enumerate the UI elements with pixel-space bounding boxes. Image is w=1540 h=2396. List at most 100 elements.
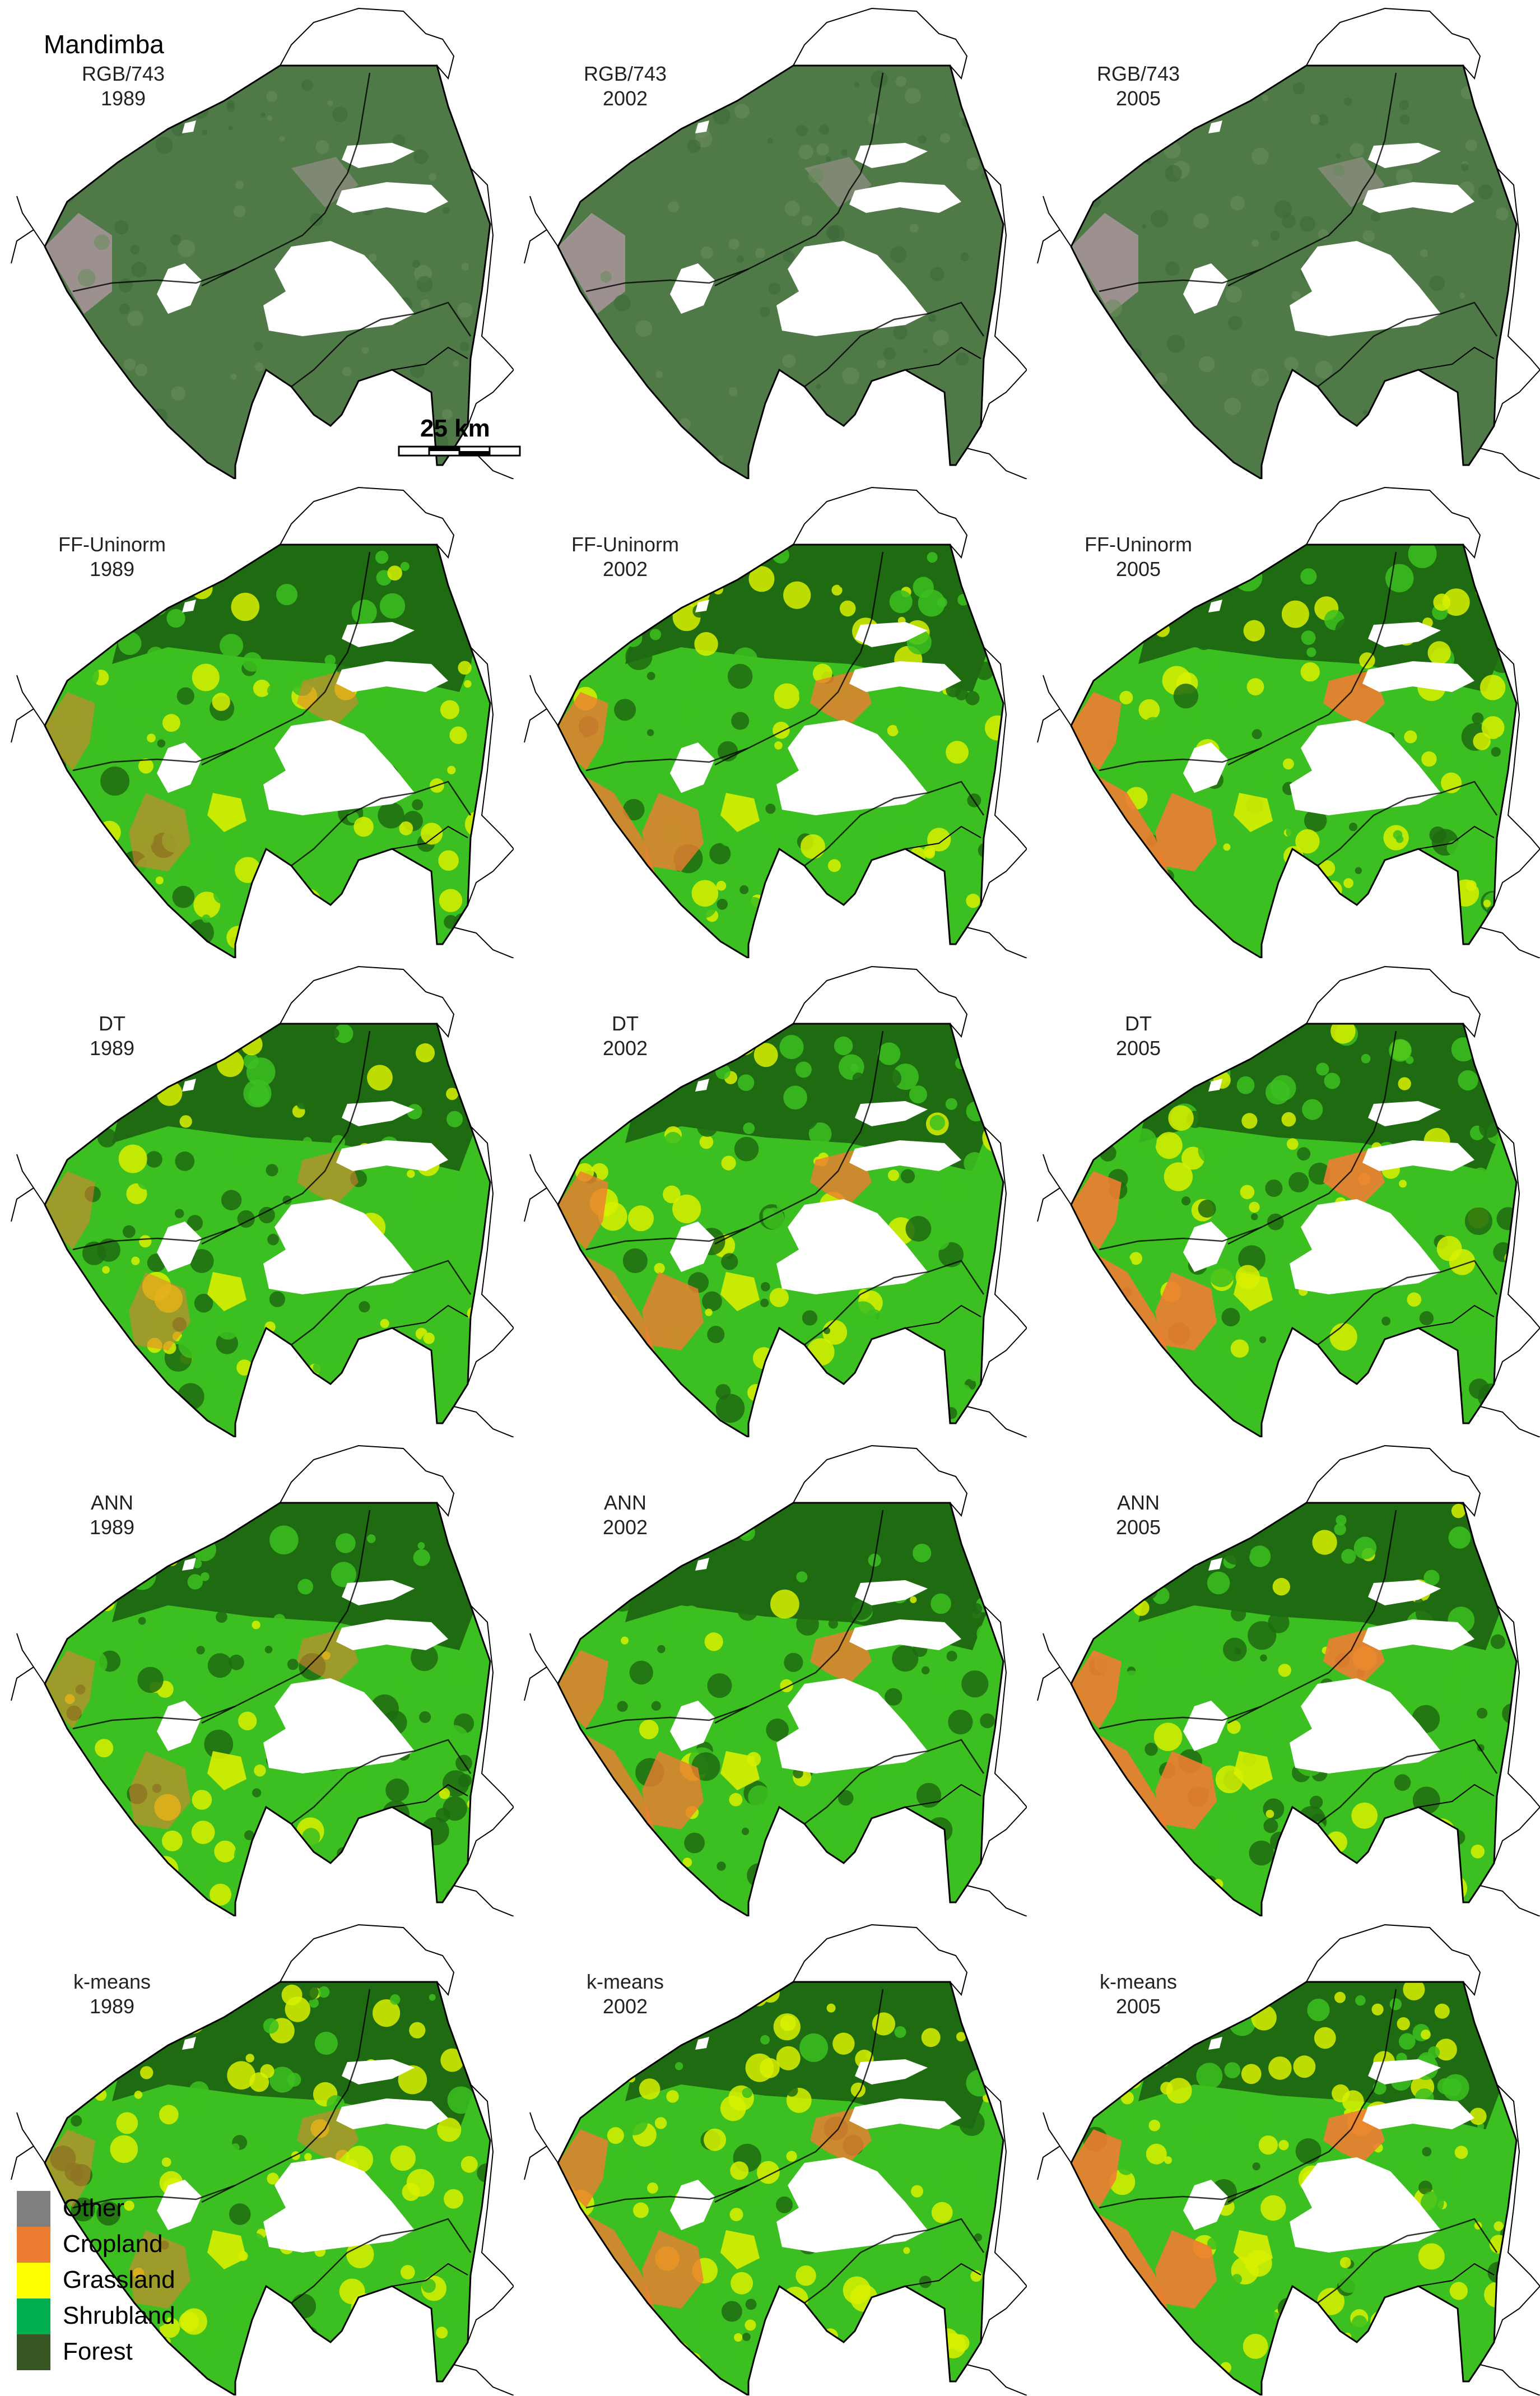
road-line	[201, 1030, 371, 1245]
texture-spot	[1366, 426, 1379, 439]
landcover-patch	[896, 713, 920, 737]
district-boundary-east	[467, 2084, 514, 2343]
texture-spot	[337, 416, 351, 430]
landcover-patch	[1423, 1570, 1440, 1586]
district-boundary-inner	[905, 825, 981, 849]
landcover-patch	[1355, 867, 1362, 874]
landcover-patch	[1421, 2030, 1431, 2040]
landcover-patch	[55, 1381, 63, 1389]
landcover-patch	[731, 2272, 753, 2295]
landcover-patch	[72, 1810, 98, 1836]
landcover-patch	[195, 1106, 215, 1126]
landcover-patch	[901, 1813, 910, 1822]
landcover-patch	[860, 1805, 885, 1829]
district-boundary-north	[280, 486, 455, 559]
landcover-patch	[138, 758, 153, 774]
landcover-patch	[244, 1830, 254, 1840]
landcover-patch	[1224, 2062, 1241, 2078]
landcover-patch	[455, 1039, 463, 1047]
landcover-patch	[1215, 1999, 1238, 2022]
landcover-patch	[697, 1116, 718, 1137]
landcover-patch	[1144, 1743, 1158, 1756]
landcover-patch	[215, 876, 223, 884]
texture-spot	[842, 367, 859, 385]
river-line	[1037, 229, 1060, 264]
landcover-patch	[1493, 1242, 1513, 1262]
no-data-area	[1368, 1580, 1441, 1605]
landcover-patch	[560, 2300, 588, 2327]
landcover-patch	[922, 2358, 949, 2385]
panel-year-label: 1989	[89, 558, 135, 581]
landcover-patch	[1071, 1767, 1087, 1786]
texture-spot	[923, 349, 928, 354]
landcover-patch	[407, 1169, 415, 1178]
landcover-patch	[766, 1376, 779, 1389]
landcover-patch	[1078, 1589, 1101, 1611]
landcover-patch	[702, 1291, 722, 1312]
road-line	[714, 1030, 884, 1245]
no-data-area	[1290, 241, 1441, 336]
road-line	[1317, 2218, 1498, 2304]
landcover-patch	[1164, 1162, 1193, 1191]
landcover-patch	[390, 2145, 416, 2171]
landcover-patch	[400, 561, 410, 571]
landcover-patch	[204, 1729, 234, 1759]
legend-label: Shrubland	[63, 2302, 175, 2329]
landcover-patch	[267, 1233, 279, 1246]
no-data-area	[695, 600, 709, 612]
grassland-area	[387, 866, 426, 922]
landcover-patch	[1336, 1095, 1344, 1104]
texture-spot	[1142, 224, 1146, 229]
landcover-patch	[465, 2369, 488, 2392]
landcover-patch	[1449, 2282, 1468, 2300]
classified-area	[558, 1982, 1003, 2395]
landcover-patch	[721, 1253, 738, 1270]
landcover-patch	[1458, 1070, 1478, 1091]
landcover-patch	[1334, 1991, 1346, 2003]
landcover-patch	[1246, 545, 1270, 565]
landcover-patch	[100, 1194, 123, 1218]
landcover-patch	[558, 2047, 577, 2067]
river-line	[16, 2112, 45, 2163]
landcover-patch	[283, 623, 294, 633]
landcover-patch	[207, 1512, 231, 1536]
landcover-patch	[952, 633, 977, 657]
texture-spot	[1420, 249, 1428, 257]
legend-swatch	[17, 2227, 50, 2263]
district-boundary-north	[280, 1924, 455, 1996]
river-line	[1037, 708, 1060, 743]
no-data-area	[776, 720, 928, 815]
landcover-patch	[575, 1880, 599, 1905]
landcover-patch	[1316, 1062, 1329, 1076]
river-line	[529, 1633, 559, 1684]
landcover-patch	[872, 2320, 896, 2344]
map-panel: k-means 1989	[0, 1916, 514, 2395]
landcover-patch	[1360, 1882, 1379, 1902]
landcover-patch	[1486, 1038, 1509, 1061]
district-boundary-north	[793, 1924, 968, 1996]
landcover-patch	[757, 2161, 780, 2184]
landcover-patch	[654, 2117, 667, 2129]
district-boundary-east	[467, 1605, 514, 1864]
landcover-patch	[767, 1849, 779, 1861]
map-panel: FF-Uninorm 2002	[513, 479, 1027, 958]
landcover-patch	[242, 652, 262, 672]
panel-year-label: 1989	[100, 87, 146, 110]
landcover-patch	[927, 552, 938, 563]
landcover-patch	[1329, 1323, 1357, 1351]
landcover-patch	[198, 1996, 213, 2011]
landcover-patch	[464, 560, 477, 574]
landcover-patch	[396, 913, 410, 927]
landcover-patch	[927, 828, 951, 852]
landcover-patch	[146, 1151, 162, 1168]
texture-spot	[1333, 164, 1345, 177]
landcover-patch	[1408, 545, 1437, 568]
district-boundary-inner	[1418, 346, 1495, 370]
road-line	[585, 1705, 749, 1730]
landcover-patch	[964, 2008, 974, 2018]
texture-spot	[178, 239, 196, 257]
district-boundary-north	[793, 1445, 968, 1517]
landcover-patch	[1418, 2180, 1432, 2195]
landcover-patch	[734, 2333, 743, 2342]
landcover-patch	[376, 1369, 398, 1392]
